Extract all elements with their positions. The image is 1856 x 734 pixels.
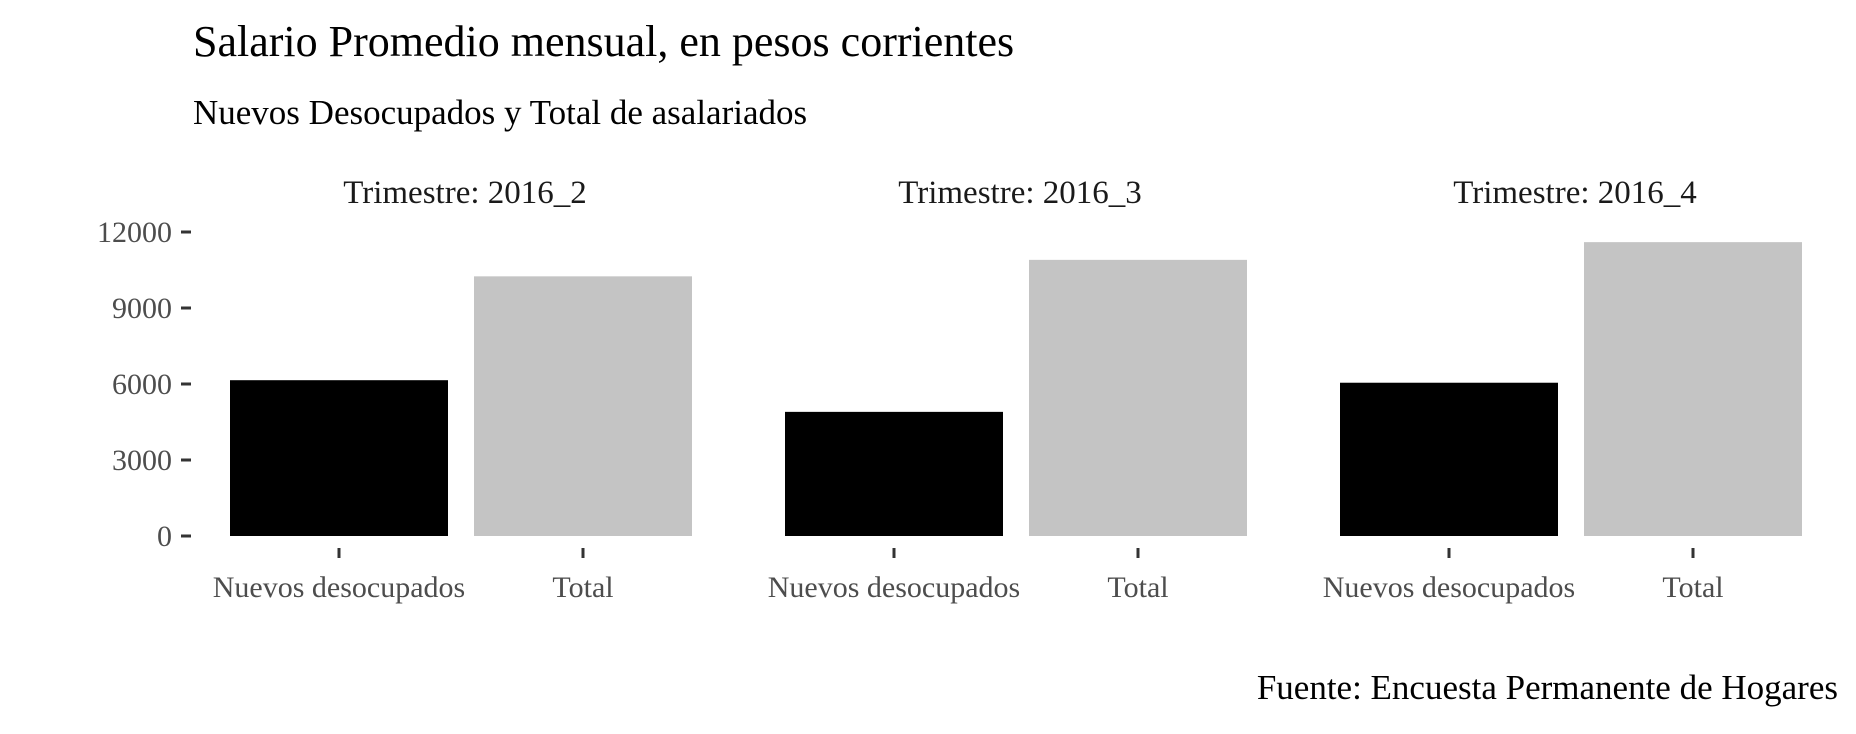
x-tick-label: Total	[1107, 571, 1168, 604]
facet-strip-label: Trimestre: 2016_4	[1453, 175, 1697, 211]
facet-panel: Trimestre: 2016_2 Nuevos desocupados Total	[213, 175, 692, 604]
bar	[230, 380, 448, 536]
y-tick-label: 0	[157, 520, 172, 553]
facet-panels: Trimestre: 2016_2 Nuevos desocupados Total…	[213, 175, 1802, 604]
x-tick-label: Total	[1662, 571, 1723, 604]
chart-caption: Fuente: Encuesta Permanente de Hogares	[1257, 668, 1838, 707]
bar	[1584, 242, 1802, 536]
bar	[1029, 259, 1247, 536]
facet-panel: Trimestre: 2016_3 Nuevos desocupados Total	[768, 175, 1247, 604]
y-tick-label: 9000	[112, 292, 172, 325]
facet-strip-label: Trimestre: 2016_3	[898, 175, 1142, 211]
x-tick-label: Nuevos desocupados	[213, 571, 465, 604]
x-tick-label: Nuevos desocupados	[768, 571, 1020, 604]
bar	[474, 276, 692, 536]
y-tick-label: 12000	[97, 216, 172, 249]
x-tick-label: Total	[552, 571, 613, 604]
chart-subtitle: Nuevos Desocupados y Total de asalariado…	[193, 93, 807, 132]
facet-panel: Trimestre: 2016_4 Nuevos desocupados Total	[1323, 175, 1802, 604]
facet-strip-label: Trimestre: 2016_2	[343, 175, 587, 211]
x-tick-label: Nuevos desocupados	[1323, 571, 1575, 604]
bar	[1340, 382, 1558, 536]
chart-title: Salario Promedio mensual, en pesos corri…	[193, 17, 1014, 66]
y-tick-label: 6000	[112, 368, 172, 401]
y-axis: 0 3000 6000 9000 12000	[97, 216, 191, 553]
y-tick-label: 3000	[112, 444, 172, 477]
bar	[785, 411, 1003, 536]
